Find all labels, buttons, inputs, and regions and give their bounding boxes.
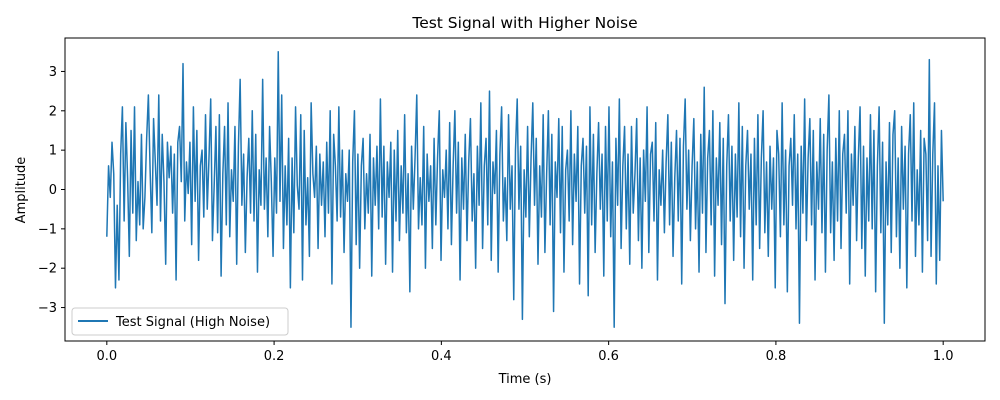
y-tick-label: 3: [49, 65, 57, 80]
legend: Test Signal (High Noise): [71, 307, 289, 336]
y-axis-label: Amplitude: [14, 157, 29, 224]
x-tick-label: 0.8: [766, 349, 787, 364]
x-tick-label: 0.0: [96, 349, 117, 364]
x-tick-label: 0.2: [264, 349, 285, 364]
chart-title: Test Signal with Higher Noise: [411, 14, 637, 32]
y-tick-label: 0: [49, 183, 57, 198]
legend-box: [71, 307, 289, 336]
series-layer: [106, 51, 944, 328]
y-tick-label: −2: [38, 262, 57, 277]
y-tick-label: −3: [38, 301, 57, 316]
y-axis: −3 −2 −1 0 1 2 3: [38, 65, 65, 316]
x-tick-label: 0.6: [598, 349, 619, 364]
y-tick-label: 1: [49, 144, 57, 159]
x-axis: 0.0 0.2 0.4 0.6 0.8 1.0: [96, 341, 954, 364]
x-tick-label: 1.0: [933, 349, 954, 364]
series-line-0: [106, 51, 944, 328]
x-tick-label: 0.4: [431, 349, 452, 364]
legend-label: Test Signal (High Noise): [115, 315, 270, 330]
y-tick-label: 2: [49, 104, 57, 119]
y-tick-label: −1: [38, 222, 57, 237]
x-axis-label: Time (s): [498, 372, 552, 387]
